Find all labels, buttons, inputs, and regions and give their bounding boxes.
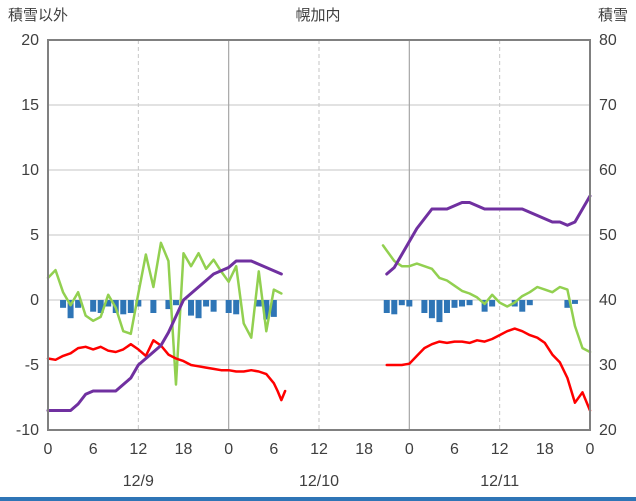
blue-bars-bar [526,300,533,306]
x-hour-tick-label: 12 [310,441,328,458]
blue-bars-bar [60,300,67,308]
blue-bars-bar [466,300,473,306]
x-hour-tick-label: 6 [269,441,278,458]
blue-bars-bar [165,300,172,310]
blue-bars-bar [489,300,496,307]
blue-bars-bar [150,300,157,313]
blue-bars-bar [203,300,210,307]
y-left-tick-label: 20 [21,32,39,49]
x-date-label: 12/10 [299,473,339,490]
blue-bars-bar [210,300,217,312]
blue-bars-bar [105,300,112,307]
x-hour-tick-label: 12 [129,441,147,458]
blue-bars-bar [225,300,232,313]
x-hour-tick-label: 12 [491,441,509,458]
window-bottom-border [0,497,636,501]
blue-bars-bar [406,300,413,307]
y-right-tick-label: 60 [599,162,617,179]
blue-bars-bar [481,300,488,312]
blue-bars-bar [383,300,390,313]
blue-bars-bar [398,300,405,306]
y-left-tick-label: -10 [16,422,39,439]
blue-bars-bar [428,300,435,319]
blue-bars-bar [255,300,262,307]
y-right-tick-label: 80 [599,32,617,49]
y-right-tick-label: 70 [599,97,617,114]
blue-bars-bar [263,300,270,320]
x-date-label: 12/11 [480,473,519,490]
blue-bars-bar [90,300,97,312]
blue-bars-bar [127,300,134,313]
plot-border [47,39,591,431]
blue-bars-bar [188,300,195,316]
blue-bars-bar [135,300,142,307]
purple-line [46,259,283,412]
x-hour-tick-label: 6 [89,441,98,458]
chart-title: 幌加内 [295,7,341,24]
x-hour-tick-label: 18 [536,441,554,458]
y-left-tick-label: -5 [25,357,39,374]
x-hour-tick-label: 0 [224,441,233,458]
green-line [46,241,283,386]
left-axis-title: 積雪以外 [8,7,69,24]
blue-bars-bar [97,300,104,313]
y-left-tick-label: 10 [21,162,39,179]
y-right-tick-label: 50 [599,227,617,244]
y-left-tick-label: 15 [21,97,39,114]
blue-bars-bar [391,300,398,315]
blue-bars-bar [571,300,578,304]
red-line [46,339,287,402]
right-axis-title: 積雪 [597,7,628,24]
y-left-tick-label: 5 [30,227,39,244]
blue-bars-bar [195,300,202,319]
red-line [385,327,592,412]
x-hour-tick-label: 0 [405,441,414,458]
blue-bars-bar [67,300,74,319]
x-date-label: 12/9 [123,473,154,490]
x-hour-tick-label: 6 [450,441,459,458]
x-hour-tick-label: 0 [44,441,53,458]
blue-bars-bar [564,300,571,308]
blue-bars-bar [172,300,179,306]
y-right-tick-label: 30 [599,357,617,374]
blue-bars-bar [120,300,127,315]
blue-bars-bar [270,300,277,317]
x-hour-tick-label: 18 [355,441,373,458]
blue-bars-bar [421,300,428,313]
x-hour-tick-label: 18 [175,441,193,458]
blue-bars-bar [233,300,240,315]
blue-bars-bar [451,300,458,308]
x-hour-tick-label: 0 [586,441,595,458]
blue-bars-bar [519,300,526,312]
blue-bars-bar [436,300,443,323]
purple-line [385,194,592,276]
blue-bars-bar [443,300,450,313]
blue-bars-bar [75,300,82,308]
y-right-tick-label: 20 [599,422,617,439]
y-left-tick-label: 0 [30,292,39,309]
blue-bars-bar [459,300,466,307]
green-line [381,244,592,354]
y-right-tick-label: 40 [599,292,617,309]
